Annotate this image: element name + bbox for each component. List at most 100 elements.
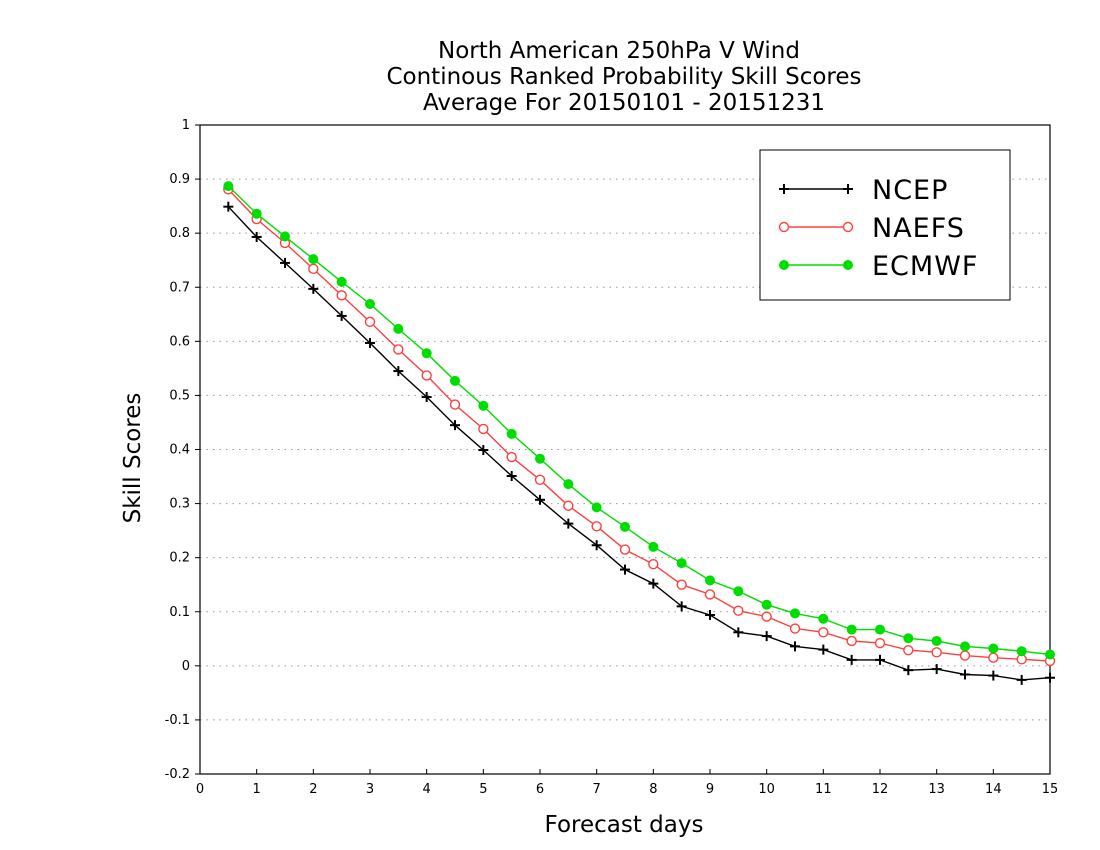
point-ncep bbox=[790, 641, 800, 652]
y-tick-label: 0.1 bbox=[169, 605, 190, 620]
point-ecmwf bbox=[733, 586, 744, 597]
x-tick-label: 5 bbox=[479, 782, 487, 797]
y-tick-label: 0.2 bbox=[169, 551, 190, 566]
x-axis-title: Forecast days bbox=[545, 812, 704, 838]
point-naefs bbox=[903, 644, 914, 656]
legend-marker-ncep bbox=[779, 184, 789, 194]
point-ecmwf bbox=[875, 624, 885, 635]
point-ncep bbox=[365, 337, 375, 348]
point-ncep bbox=[506, 471, 517, 482]
x-tick-label: 3 bbox=[366, 782, 374, 797]
x-tick-label: 4 bbox=[423, 782, 431, 797]
x-tick-label: 1 bbox=[253, 782, 261, 797]
x-tick-label: 0 bbox=[196, 782, 204, 797]
point-ecmwf bbox=[251, 208, 262, 219]
legend-items: NCEP NAEFS ECMWF bbox=[778, 175, 977, 282]
x-tick-label: 14 bbox=[985, 782, 1002, 797]
y-tick-label: 0.8 bbox=[169, 226, 190, 241]
y-tick-label: 0 bbox=[182, 659, 190, 674]
point-naefs bbox=[789, 623, 801, 634]
point-ncep bbox=[251, 231, 262, 242]
point-naefs bbox=[421, 370, 432, 381]
point-naefs bbox=[988, 652, 999, 663]
point-ncep bbox=[761, 631, 772, 642]
point-ecmwf bbox=[308, 254, 319, 265]
legend-item-ecmwf: ECMWF bbox=[779, 251, 977, 282]
point-ecmwf bbox=[365, 299, 375, 310]
point-ncep bbox=[903, 665, 914, 676]
point-ecmwf bbox=[535, 453, 545, 464]
point-ecmwf bbox=[506, 428, 517, 439]
chart-title-line-1: North American 250hPa V Wind bbox=[438, 38, 800, 64]
point-ecmwf bbox=[648, 541, 659, 552]
point-ncep bbox=[818, 644, 829, 655]
point-ncep bbox=[931, 664, 942, 675]
x-tick-label: 2 bbox=[309, 782, 317, 797]
series-ecmwf bbox=[223, 181, 1055, 660]
y-axis-title: Skill Scores bbox=[120, 393, 146, 524]
point-ecmwf bbox=[931, 635, 942, 646]
legend: NCEP NAEFS ECMWF bbox=[759, 149, 1011, 301]
y-tick-label: 0.6 bbox=[169, 334, 190, 349]
legend-marker-ecmwf bbox=[779, 260, 789, 270]
point-naefs bbox=[818, 627, 829, 638]
point-naefs bbox=[591, 521, 602, 532]
point-naefs bbox=[563, 500, 574, 511]
point-naefs bbox=[449, 399, 461, 410]
x-tick-label: 13 bbox=[928, 782, 945, 797]
point-ecmwf bbox=[1016, 646, 1027, 657]
point-ncep bbox=[450, 420, 460, 431]
point-ncep bbox=[308, 283, 319, 294]
point-naefs bbox=[308, 263, 319, 275]
point-ecmwf bbox=[336, 276, 347, 287]
legend-label-naefs: NAEFS bbox=[872, 213, 965, 244]
y-tick-label: -0.1 bbox=[165, 713, 190, 728]
point-ecmwf bbox=[223, 181, 234, 192]
legend-item-ncep: NCEP bbox=[779, 175, 948, 206]
point-ecmwf bbox=[903, 633, 914, 644]
y-tick-label: 0.3 bbox=[169, 497, 190, 512]
point-ecmwf bbox=[790, 608, 800, 619]
x-tick-label: 11 bbox=[815, 782, 832, 797]
point-ncep bbox=[591, 540, 602, 551]
point-naefs bbox=[931, 647, 942, 658]
point-ncep bbox=[535, 494, 545, 505]
point-naefs bbox=[478, 423, 489, 435]
point-ecmwf bbox=[846, 624, 857, 635]
point-ncep bbox=[960, 669, 970, 680]
legend-marker-naefs bbox=[778, 221, 790, 233]
y-tick-label: 0.4 bbox=[169, 443, 190, 458]
point-naefs bbox=[761, 611, 772, 622]
point-ncep bbox=[223, 201, 234, 212]
chart-title-line-2: Continous Ranked Probability Skill Score… bbox=[386, 64, 861, 90]
series-naefs bbox=[223, 184, 1056, 667]
point-ecmwf bbox=[393, 323, 404, 334]
point-ncep bbox=[620, 564, 630, 575]
point-ncep bbox=[875, 654, 885, 665]
point-ncep bbox=[393, 366, 404, 377]
point-ecmwf bbox=[591, 502, 602, 513]
x-tick-label: 6 bbox=[536, 782, 544, 797]
point-naefs bbox=[534, 474, 546, 485]
axes: -0.2-0.100.10.20.30.40.50.60.70.80.910 1 2… bbox=[165, 118, 1059, 797]
point-naefs bbox=[733, 605, 744, 616]
point-ncep bbox=[421, 392, 432, 403]
x-tick-label: 8 bbox=[649, 782, 657, 797]
point-ncep bbox=[1016, 674, 1027, 685]
legend-marker-naefs bbox=[842, 221, 854, 233]
point-ecmwf bbox=[705, 575, 715, 586]
legend-label-ncep: NCEP bbox=[872, 175, 948, 206]
point-ncep bbox=[336, 310, 347, 321]
point-ncep bbox=[733, 627, 744, 638]
point-naefs bbox=[506, 451, 517, 463]
x-tick-label: 7 bbox=[593, 782, 601, 797]
point-ecmwf bbox=[563, 479, 574, 490]
point-naefs bbox=[676, 579, 687, 590]
point-ncep bbox=[563, 518, 574, 529]
point-ncep bbox=[846, 654, 857, 665]
legend-item-naefs: NAEFS bbox=[778, 213, 965, 244]
legend-marker-ncep bbox=[843, 184, 853, 194]
point-naefs bbox=[393, 344, 404, 355]
x-tick-label: 15 bbox=[1042, 782, 1059, 797]
